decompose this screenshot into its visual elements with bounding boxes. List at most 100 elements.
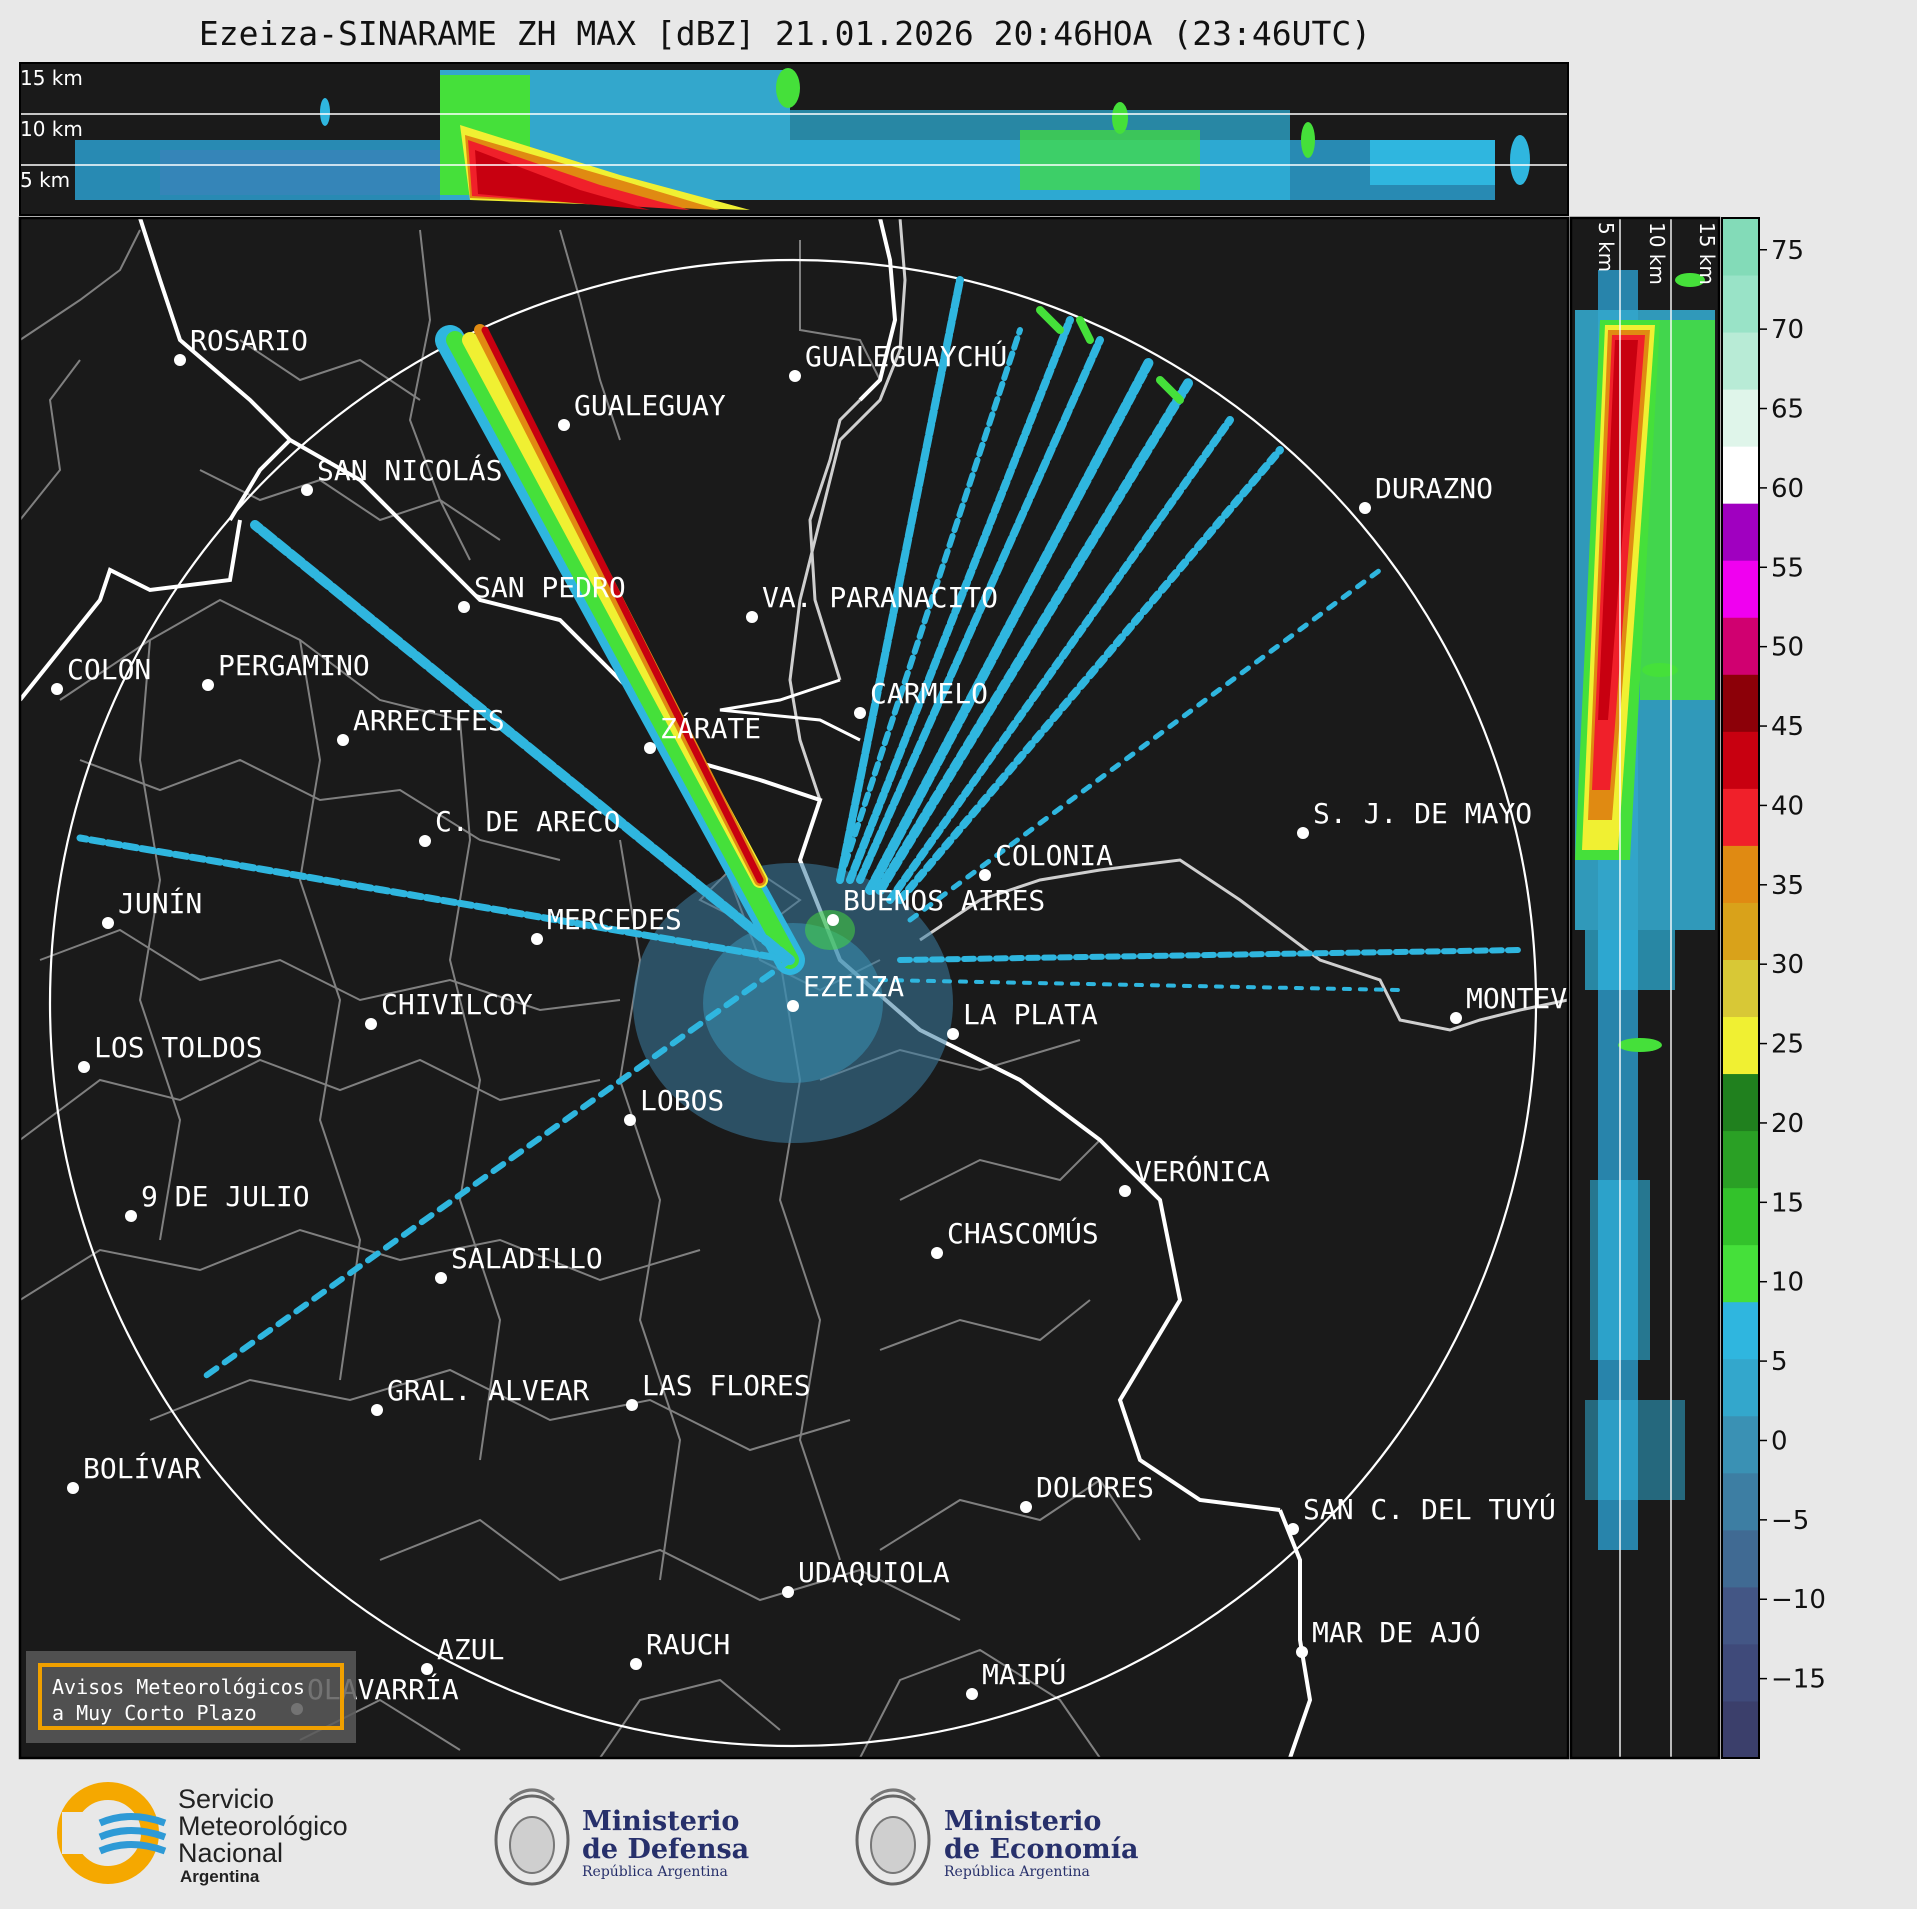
city-label: CHASCOMÚS xyxy=(947,1216,1099,1250)
city-dot xyxy=(1287,1523,1299,1535)
colorbar-tick-label: 45 xyxy=(1771,712,1804,742)
city-dot xyxy=(947,1028,959,1040)
city-marker: BUENOS AIRES xyxy=(827,884,1045,926)
colorbar-segment xyxy=(1722,1358,1759,1417)
colorbar-segment xyxy=(1722,446,1759,504)
city-dot xyxy=(1020,1501,1032,1513)
top-cross-section-panel: 15 km 10 km 5 km xyxy=(19,62,1569,216)
city-dot xyxy=(558,419,570,431)
city-marker: COLON xyxy=(51,653,151,695)
city-label: S. J. DE MAYO xyxy=(1313,797,1532,830)
city-dot xyxy=(746,611,758,623)
city-marker: DOLORES xyxy=(1020,1471,1154,1513)
city-label: MAR DE AJÓ xyxy=(1312,1615,1481,1649)
city-label: MERCEDES xyxy=(547,903,682,936)
colorbar-segment xyxy=(1722,1472,1759,1531)
colorbar-tick-label: 15 xyxy=(1771,1188,1804,1218)
colorbar-tick-label: 0 xyxy=(1771,1426,1788,1456)
city-label: RAUCH xyxy=(646,1628,730,1661)
city-marker: S. J. DE MAYO xyxy=(1297,797,1532,839)
city-dot xyxy=(202,679,214,691)
city-label: 9 DE JULIO xyxy=(141,1180,310,1213)
city-label: MONTEVIDEO xyxy=(1466,982,1635,1015)
height-label-15km: 15 km xyxy=(20,66,83,90)
city-marker: PERGAMINO xyxy=(202,649,370,691)
city-dot xyxy=(174,354,186,366)
city-marker: LAS FLORES xyxy=(626,1369,811,1411)
city-label: LOS TOLDOS xyxy=(94,1031,263,1064)
colorbar-segment xyxy=(1722,1187,1759,1246)
city-dot xyxy=(630,1658,642,1670)
city-label: MAIPÚ xyxy=(982,1657,1066,1691)
city-marker: VERÓNICA xyxy=(1119,1154,1270,1197)
city-marker: MAR DE AJÓ xyxy=(1296,1615,1481,1658)
side-height-label-5km: 5 km xyxy=(1594,222,1618,272)
colorbar-segment xyxy=(1722,959,1759,1018)
city-marker: CHASCOMÚS xyxy=(931,1216,1099,1259)
city-dot xyxy=(1359,502,1371,514)
city-marker: CHIVILCOY xyxy=(365,988,533,1030)
colorbar-tick-label: 25 xyxy=(1771,1030,1804,1060)
city-label: JUNÍN xyxy=(118,886,202,920)
city-label: EZEIZA xyxy=(803,970,904,1003)
city-marker: ARRECIFES xyxy=(337,704,505,746)
colorbar-segment xyxy=(1722,788,1759,846)
city-label: GUALEGUAYCHÚ xyxy=(805,339,1007,373)
colorbar-tick-label: 60 xyxy=(1771,474,1804,504)
colorbar-segment xyxy=(1722,560,1759,618)
city-dot xyxy=(365,1018,377,1030)
alert-box-line2: a Muy Corto Plazo xyxy=(52,1701,257,1725)
city-dot xyxy=(1450,1012,1462,1024)
city-marker: CARMELO xyxy=(854,677,988,719)
city-label: ZÁRATE xyxy=(660,711,761,745)
city-dot xyxy=(419,835,431,847)
city-label: CHIVILCOY xyxy=(381,988,533,1021)
city-marker: 9 DE JULIO xyxy=(125,1180,310,1222)
city-label: SAN NICOLÁS xyxy=(317,453,502,487)
alert-box[interactable]: Avisos Meteorológicos a Muy Corto Plazo xyxy=(26,1651,356,1743)
echo-rays xyxy=(76,276,1523,1383)
city-marker: GUALEGUAY xyxy=(558,389,726,431)
colorbar-segment xyxy=(1722,1073,1759,1132)
ministerio-defensa-logo: Ministerio de Defensa República Argentin… xyxy=(494,1788,749,1886)
colorbar-tick-label: 75 xyxy=(1771,236,1804,266)
city-marker: UDAQUIOLA xyxy=(782,1556,950,1598)
colorbar-segment xyxy=(1722,1130,1759,1189)
smn-logo-line2: Meteorológico xyxy=(178,1811,348,1841)
colorbar-segment xyxy=(1722,731,1759,789)
city-dot xyxy=(531,933,543,945)
city-dot xyxy=(624,1114,636,1126)
city-marker: MERCEDES xyxy=(531,903,682,945)
city-marker: BOLÍVAR xyxy=(67,1451,201,1494)
city-dot xyxy=(827,914,839,926)
city-label: AZUL xyxy=(437,1633,504,1666)
economia-logo-line1: Ministerio xyxy=(944,1806,1101,1837)
city-marker: LOS TOLDOS xyxy=(78,1031,263,1073)
colorbar-segment xyxy=(1722,218,1759,276)
city-dot xyxy=(421,1663,433,1675)
colorbar-tick-label: 55 xyxy=(1771,553,1804,583)
chart-title: Ezeiza-SINARAME ZH MAX [dBZ] 21.01.2026 … xyxy=(198,14,1372,53)
city-label: ARRECIFES xyxy=(353,704,505,737)
side-height-label-10km: 10 km xyxy=(1645,222,1669,285)
alert-box-line1: Avisos Meteorológicos xyxy=(52,1675,305,1699)
city-marker: JUNÍN xyxy=(102,886,202,929)
colorbar-outline xyxy=(1721,217,1760,1759)
city-marker: GUALEGUAYCHÚ xyxy=(789,339,1007,382)
city-dot xyxy=(301,484,313,496)
city-marker: MONTEVIDEO xyxy=(1450,982,1635,1024)
defensa-logo-line1: Ministerio xyxy=(582,1806,739,1837)
economia-logo-line2: de Economía xyxy=(944,1834,1138,1865)
coat-of-arms-icon xyxy=(855,1794,931,1886)
colorbar-segment xyxy=(1722,1016,1759,1075)
city-label: GUALEGUAY xyxy=(574,389,726,422)
city-marker: SAN NICOLÁS xyxy=(301,453,502,496)
city-label: C. DE ARECO xyxy=(435,805,620,838)
city-marker: ROSARIO xyxy=(174,324,308,366)
colorbar-segment xyxy=(1722,902,1759,960)
city-label: SAN PEDRO xyxy=(474,571,626,604)
colorbar-segment xyxy=(1722,1700,1759,1759)
city-marker: SALADILLO xyxy=(435,1242,603,1284)
colorbar-tick-label: 50 xyxy=(1771,633,1804,663)
